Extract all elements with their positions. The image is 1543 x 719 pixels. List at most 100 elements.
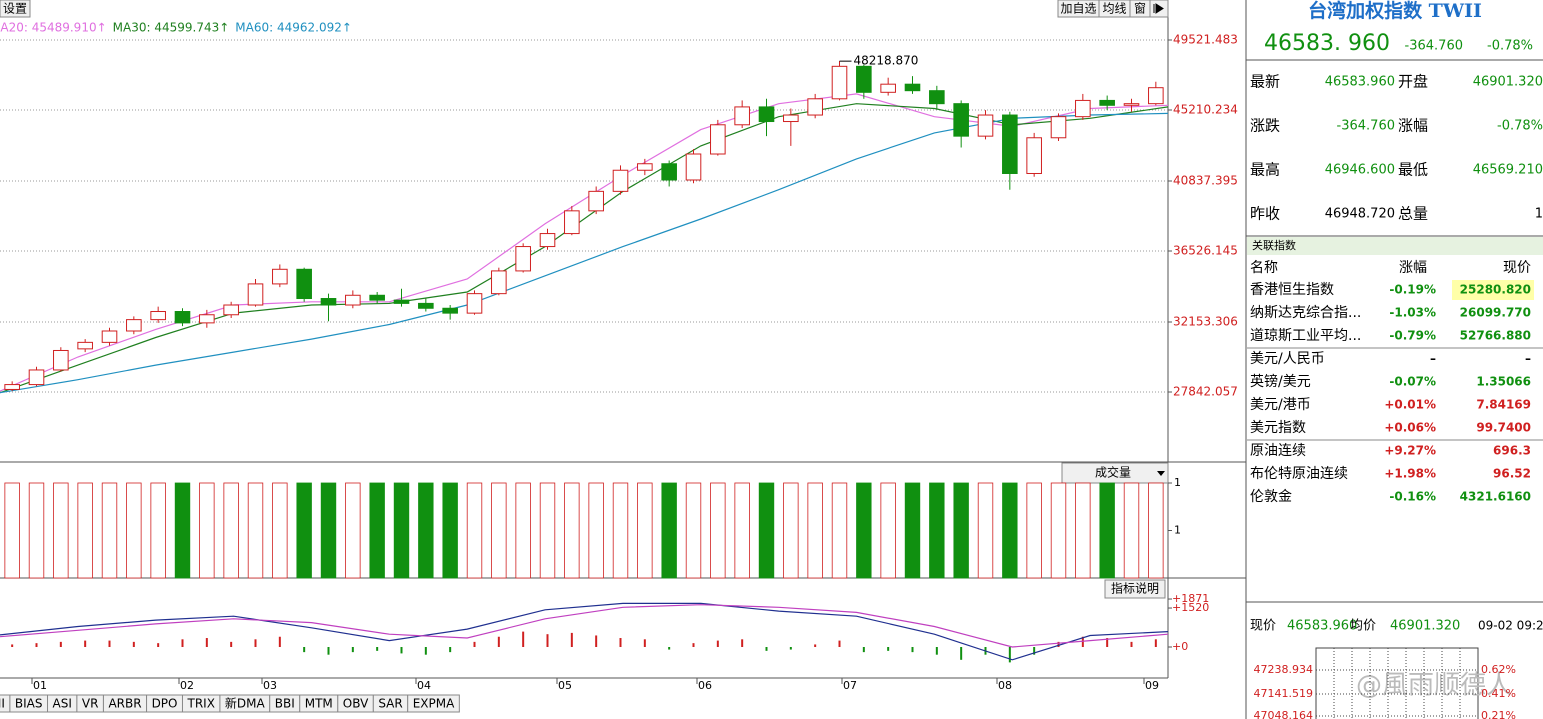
indicator-tab[interactable]: SAR xyxy=(372,694,409,713)
indicator-tab[interactable]: TRIX xyxy=(181,694,221,713)
candle-body xyxy=(1148,87,1164,105)
volume-bar xyxy=(174,482,191,579)
toolbar-button-label[interactable]: 窗 xyxy=(1134,2,1146,16)
settings-label[interactable]: 设置 xyxy=(3,2,27,16)
indicator-tab[interactable]: MI xyxy=(0,694,11,713)
candle-body xyxy=(53,349,69,371)
y-tick-label: 36526.145 xyxy=(1173,244,1238,258)
volume-bar xyxy=(1050,482,1067,579)
tab-label[interactable]: ARBR xyxy=(108,697,141,711)
x-tick-label: 08 xyxy=(998,679,1012,692)
related-price: 99.7400 xyxy=(1476,421,1531,435)
y-tick-label: 1 xyxy=(1174,476,1181,489)
candle-body xyxy=(466,293,483,314)
settings-button[interactable] xyxy=(0,0,31,18)
tab-label[interactable]: 新DMA xyxy=(225,696,266,711)
tab-label[interactable]: BIAS xyxy=(15,697,43,711)
toolbar-button-label[interactable]: 加自选 xyxy=(1060,2,1096,16)
tab-label[interactable]: EXPMA xyxy=(413,697,455,711)
related-change: +9.27% xyxy=(1384,444,1436,458)
candle-body xyxy=(710,124,726,155)
volume-bar xyxy=(393,482,410,579)
related-change: – xyxy=(1430,352,1436,366)
tab-label[interactable]: DPO xyxy=(152,697,178,711)
indicator-tab[interactable]: BBI xyxy=(269,694,301,713)
related-change: +0.01% xyxy=(1384,398,1436,412)
volume-title[interactable]: 成交量 xyxy=(1095,465,1131,480)
indicator-tab[interactable]: EXPMA xyxy=(407,694,460,713)
volume-bar xyxy=(856,482,872,579)
indicator-tab[interactable]: ARBR xyxy=(102,694,148,713)
volume-bar xyxy=(53,482,69,579)
volume-bar xyxy=(734,482,750,579)
related-change: +1.98% xyxy=(1384,467,1436,481)
volume-bar xyxy=(442,482,458,579)
indicator-tab[interactable]: DPO xyxy=(146,694,183,713)
quote-value: 46948.720 xyxy=(1325,207,1395,222)
candle-body xyxy=(296,268,312,300)
indicator-tab[interactable]: BIAS xyxy=(9,694,49,713)
indicator-tab[interactable]: MTM xyxy=(299,694,339,713)
tab-label[interactable]: BBI xyxy=(275,697,295,711)
candle-body xyxy=(126,319,142,332)
candle-body xyxy=(4,384,20,390)
related-price: 4321.6160 xyxy=(1460,490,1531,504)
quote-label: 最低 xyxy=(1398,161,1428,179)
volume-bar xyxy=(1026,482,1042,579)
volume-bar xyxy=(929,482,945,579)
volume-bar xyxy=(247,482,264,579)
ma-legend: MA60: 44962.092↑ xyxy=(235,21,352,35)
indicator-help-label[interactable]: 指标说明 xyxy=(1111,581,1159,596)
candle-body xyxy=(758,106,775,123)
volume-bar xyxy=(564,482,580,579)
volume-bar xyxy=(515,482,531,579)
tab-label[interactable]: MI xyxy=(0,697,5,711)
indicator-tab[interactable]: VR xyxy=(76,694,104,713)
y-tick-label: 27842.057 xyxy=(1173,385,1238,399)
related-change: -1.03% xyxy=(1389,306,1436,320)
quote-price: 46583. 960 xyxy=(1264,31,1390,56)
volume-bar xyxy=(588,482,604,579)
volume-bar xyxy=(101,482,118,579)
tab-label[interactable]: TRIX xyxy=(186,697,214,711)
quote-label: 最新 xyxy=(1250,73,1280,91)
highlight xyxy=(1452,280,1534,300)
macd-line xyxy=(0,602,1169,661)
volume-bar xyxy=(491,482,507,579)
tab-label[interactable]: SAR xyxy=(378,697,402,711)
related-price: 96.52 xyxy=(1493,467,1531,481)
volume-bar xyxy=(1148,482,1164,579)
indicator-tab[interactable]: 新DMA xyxy=(219,694,271,713)
indicator-tab[interactable]: ASI xyxy=(47,694,78,713)
tab-label[interactable]: MTM xyxy=(305,697,333,711)
tab-box[interactable] xyxy=(407,694,460,713)
indicator-tab[interactable]: OBV xyxy=(337,694,374,713)
toolbar-button[interactable] xyxy=(1129,0,1151,18)
x-tick-label: 03 xyxy=(263,679,277,692)
volume-bar xyxy=(953,482,969,579)
tab-label[interactable]: VR xyxy=(82,697,99,711)
quote-value: 46901.320 xyxy=(1473,75,1543,90)
quote-title: 台湾加权指数 TWII xyxy=(1308,0,1482,22)
indicator-help[interactable] xyxy=(1104,579,1166,599)
related-price: 1.35066 xyxy=(1476,375,1531,389)
candle-body xyxy=(1123,103,1140,106)
volume-dropdown[interactable] xyxy=(1061,462,1169,484)
candle-body xyxy=(199,314,215,324)
volume-bar xyxy=(1123,482,1140,579)
intraday-left-tick: 47238.934 xyxy=(1254,663,1314,676)
quote-value: 46569.210 xyxy=(1473,163,1543,178)
tab-label[interactable]: OBV xyxy=(343,697,369,711)
related-change: -0.79% xyxy=(1389,329,1436,343)
x-tick-label: 06 xyxy=(698,679,712,692)
volume-bar xyxy=(783,482,799,579)
candle-body xyxy=(174,311,191,324)
intraday-right-tick: 0.62% xyxy=(1481,663,1516,676)
toolbar-button-label[interactable]: 均线 xyxy=(1102,2,1126,16)
y-tick-label: 40837.395 xyxy=(1173,174,1238,188)
tab-label[interactable]: ASI xyxy=(53,697,72,711)
related-name: 伦敦金 xyxy=(1250,489,1292,505)
candle-body xyxy=(150,311,166,321)
intraday-avg-label: 均价 xyxy=(1350,619,1376,634)
ma-legend: MA20: 45489.910↑ xyxy=(0,21,107,35)
